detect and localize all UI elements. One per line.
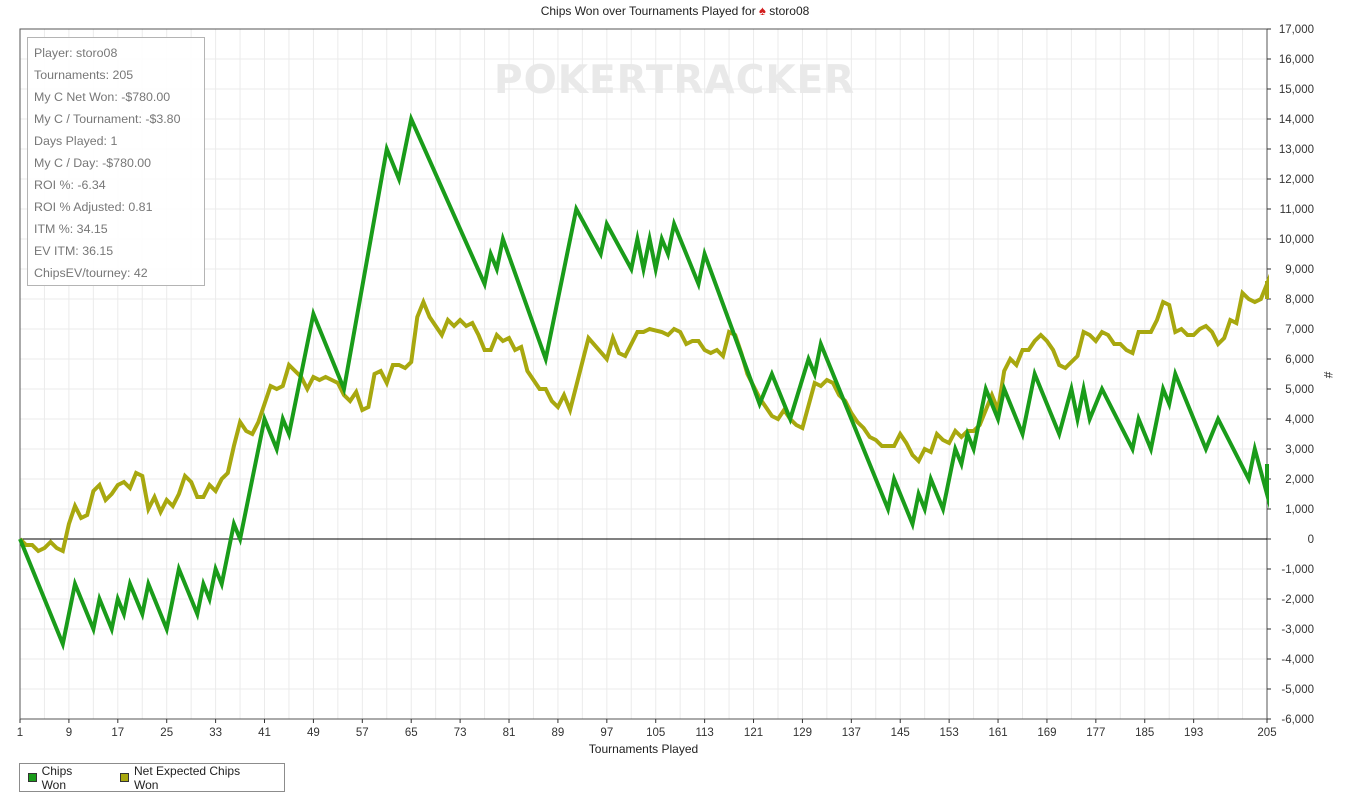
stat-per-tournament: My C / Tournament: -$3.80: [34, 112, 181, 126]
stat-roi: ROI %: -6.34: [34, 178, 106, 192]
chart-title-player: storo08: [769, 4, 810, 18]
series-line-net-expected-chips-won: [18, 273, 1269, 554]
stat-ev-itm: EV ITM: 36.15: [34, 244, 114, 258]
x-tick-label: 145: [891, 727, 910, 739]
x-axis-ticks: 1 9 17 25 33 41 49 57 65 73 81 89 97 105 113 121 129 137 1…: [17, 719, 1277, 739]
legend-item-net-expected: Net Expected Chips Won: [120, 764, 260, 792]
x-tick-label: 9: [66, 727, 72, 739]
y-tick-label: -1,000: [1281, 564, 1314, 576]
chart-title: Chips Won over Tournaments Played for ♠ …: [0, 3, 1350, 18]
series-line-chips-won: [18, 112, 1269, 651]
x-axis-title: Tournaments Played: [589, 742, 698, 756]
y-tick-label: 5,000: [1285, 384, 1314, 396]
stat-chipsev: ChipsEV/tourney: 42: [34, 266, 148, 280]
x-tick-label: 65: [405, 727, 418, 739]
y-tick-label: 16,000: [1279, 54, 1314, 66]
x-tick-label: 113: [695, 727, 713, 739]
stat-player: Player: storo08: [34, 46, 118, 60]
y-axis-ticks: 17,000 16,000 15,000 14,000 13,000 12,000 11,0…: [1267, 24, 1314, 726]
x-tick-label: 161: [988, 727, 1007, 739]
x-tick-label: 193: [1184, 727, 1203, 739]
y-tick-label: 17,000: [1279, 24, 1314, 36]
y-tick-label: 13,000: [1279, 144, 1314, 156]
x-tick-label: 205: [1257, 727, 1276, 739]
y-tick-label: 8,000: [1285, 294, 1314, 306]
stat-days-played: Days Played: 1: [34, 134, 118, 148]
stat-per-day: My C / Day: -$780.00: [34, 156, 152, 170]
x-tick-label: 17: [111, 727, 124, 739]
x-tick-label: 73: [454, 727, 467, 739]
x-tick-label: 25: [160, 727, 173, 739]
y-tick-label: -6,000: [1281, 714, 1314, 726]
y-tick-label: 1,000: [1285, 504, 1314, 516]
stat-roi-adjusted: ROI % Adjusted: 0.81: [34, 200, 153, 214]
series-lines: [18, 112, 1269, 651]
x-tick-label: 105: [646, 727, 665, 739]
chart-title-text: Chips Won over Tournaments Played for: [540, 4, 756, 18]
y-tick-label: -4,000: [1281, 654, 1314, 666]
y-tick-label: 7,000: [1285, 324, 1314, 336]
y-tick-label: -3,000: [1281, 624, 1314, 636]
y-tick-label: 15,000: [1279, 84, 1314, 96]
legend-label-chips-won: Chips Won: [41, 763, 73, 792]
y-tick-label: 12,000: [1279, 174, 1314, 186]
legend: Chips Won Net Expected Chips Won: [19, 763, 285, 792]
stat-itm: ITM %: 34.15: [34, 222, 108, 236]
y-tick-label: 3,000: [1285, 444, 1314, 456]
y-axis-title: #: [1321, 372, 1335, 379]
y-tick-label: 9,000: [1285, 264, 1314, 276]
y-tick-label: 11,000: [1280, 204, 1314, 216]
x-tick-label: 1: [17, 727, 23, 739]
x-tick-label: 153: [940, 727, 959, 739]
y-tick-label: 6,000: [1285, 354, 1314, 366]
x-tick-label: 89: [552, 727, 565, 739]
x-tick-label: 49: [307, 727, 320, 739]
legend-swatch-net-expected: [120, 773, 130, 782]
grid-lines: [19, 28, 1268, 720]
y-tick-label: 2,000: [1285, 474, 1314, 486]
pokertracker-watermark-logo: POKERTRACKER: [494, 58, 856, 103]
x-tick-label: 137: [842, 727, 861, 739]
y-tick-label: -5,000: [1281, 684, 1314, 696]
axes: [19, 28, 1268, 720]
plot-frame: [19, 28, 1268, 720]
stat-net-won: My C Net Won: -$780.00: [34, 90, 171, 104]
x-tick-label: 97: [600, 727, 613, 739]
x-tick-label: 121: [744, 727, 763, 739]
stat-tournaments: Tournaments: 205: [34, 68, 134, 82]
x-tick-label: 177: [1086, 727, 1105, 739]
x-tick-label: 41: [258, 727, 271, 739]
y-tick-label: 4,000: [1285, 414, 1314, 426]
y-tick-label: 10,000: [1279, 234, 1314, 246]
y-tick-label: 14,000: [1279, 114, 1314, 126]
x-tick-label: 57: [356, 727, 369, 739]
x-tick-label: 185: [1135, 727, 1154, 739]
stats-box: Player: storo08 Tournaments: 205 My C Ne…: [27, 37, 205, 286]
spade-icon: ♠: [759, 3, 766, 18]
x-tick-label: 81: [503, 727, 516, 739]
x-tick-label: 129: [793, 727, 812, 739]
x-tick-label: 33: [209, 727, 222, 739]
legend-item-chips-won: Chips Won: [28, 764, 96, 792]
legend-label-net-expected: Net Expected Chips Won: [134, 763, 241, 792]
x-tick-label: 169: [1037, 727, 1056, 739]
legend-swatch-chips-won: [28, 773, 37, 782]
y-tick-label: -2,000: [1281, 594, 1314, 606]
y-tick-label: 0: [1308, 534, 1314, 546]
